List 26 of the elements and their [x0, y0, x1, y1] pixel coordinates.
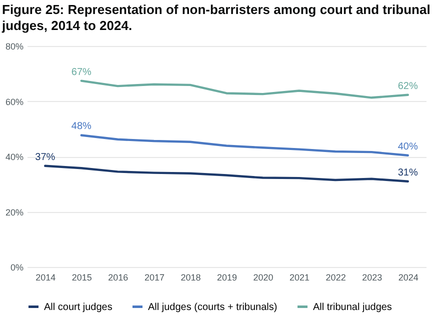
legend-label: All judges (courts + tribunals): [148, 302, 278, 313]
x-tick-label: 2017: [144, 272, 164, 282]
y-tick-label: 80%: [5, 42, 24, 52]
data-label: 67%: [71, 66, 92, 78]
data-label: 37%: [35, 152, 56, 163]
y-tick-label: 0%: [10, 262, 24, 272]
x-tick-label: 2015: [72, 272, 92, 282]
y-tick-label: 40%: [5, 152, 24, 162]
data-label: 62%: [398, 80, 418, 92]
legend-label: All court judges: [44, 302, 112, 313]
x-tick-label: 2024: [398, 272, 418, 282]
x-tick-label: 2018: [180, 272, 201, 282]
legend-label: All tribunal judges: [313, 302, 392, 313]
data-label: 31%: [398, 167, 418, 178]
x-tick-label: 2020: [253, 272, 274, 282]
x-tick-label: 2022: [326, 272, 346, 282]
y-tick-label: 60%: [5, 96, 24, 107]
x-tick-label: 2019: [216, 272, 238, 282]
x-tick-label: 2014: [36, 272, 56, 282]
data-label: 40%: [398, 141, 418, 152]
x-tick-label: 2023: [362, 272, 382, 282]
chart-title: Figure 25: Representation of non-barristers among court and tribunal judges, 2014 to 2024.: [2, 2, 432, 34]
x-tick-label: 2016: [108, 272, 128, 282]
y-tick-label: 20%: [5, 207, 24, 218]
x-tick-label: 2021: [290, 272, 310, 282]
data-label: 48%: [71, 121, 92, 132]
